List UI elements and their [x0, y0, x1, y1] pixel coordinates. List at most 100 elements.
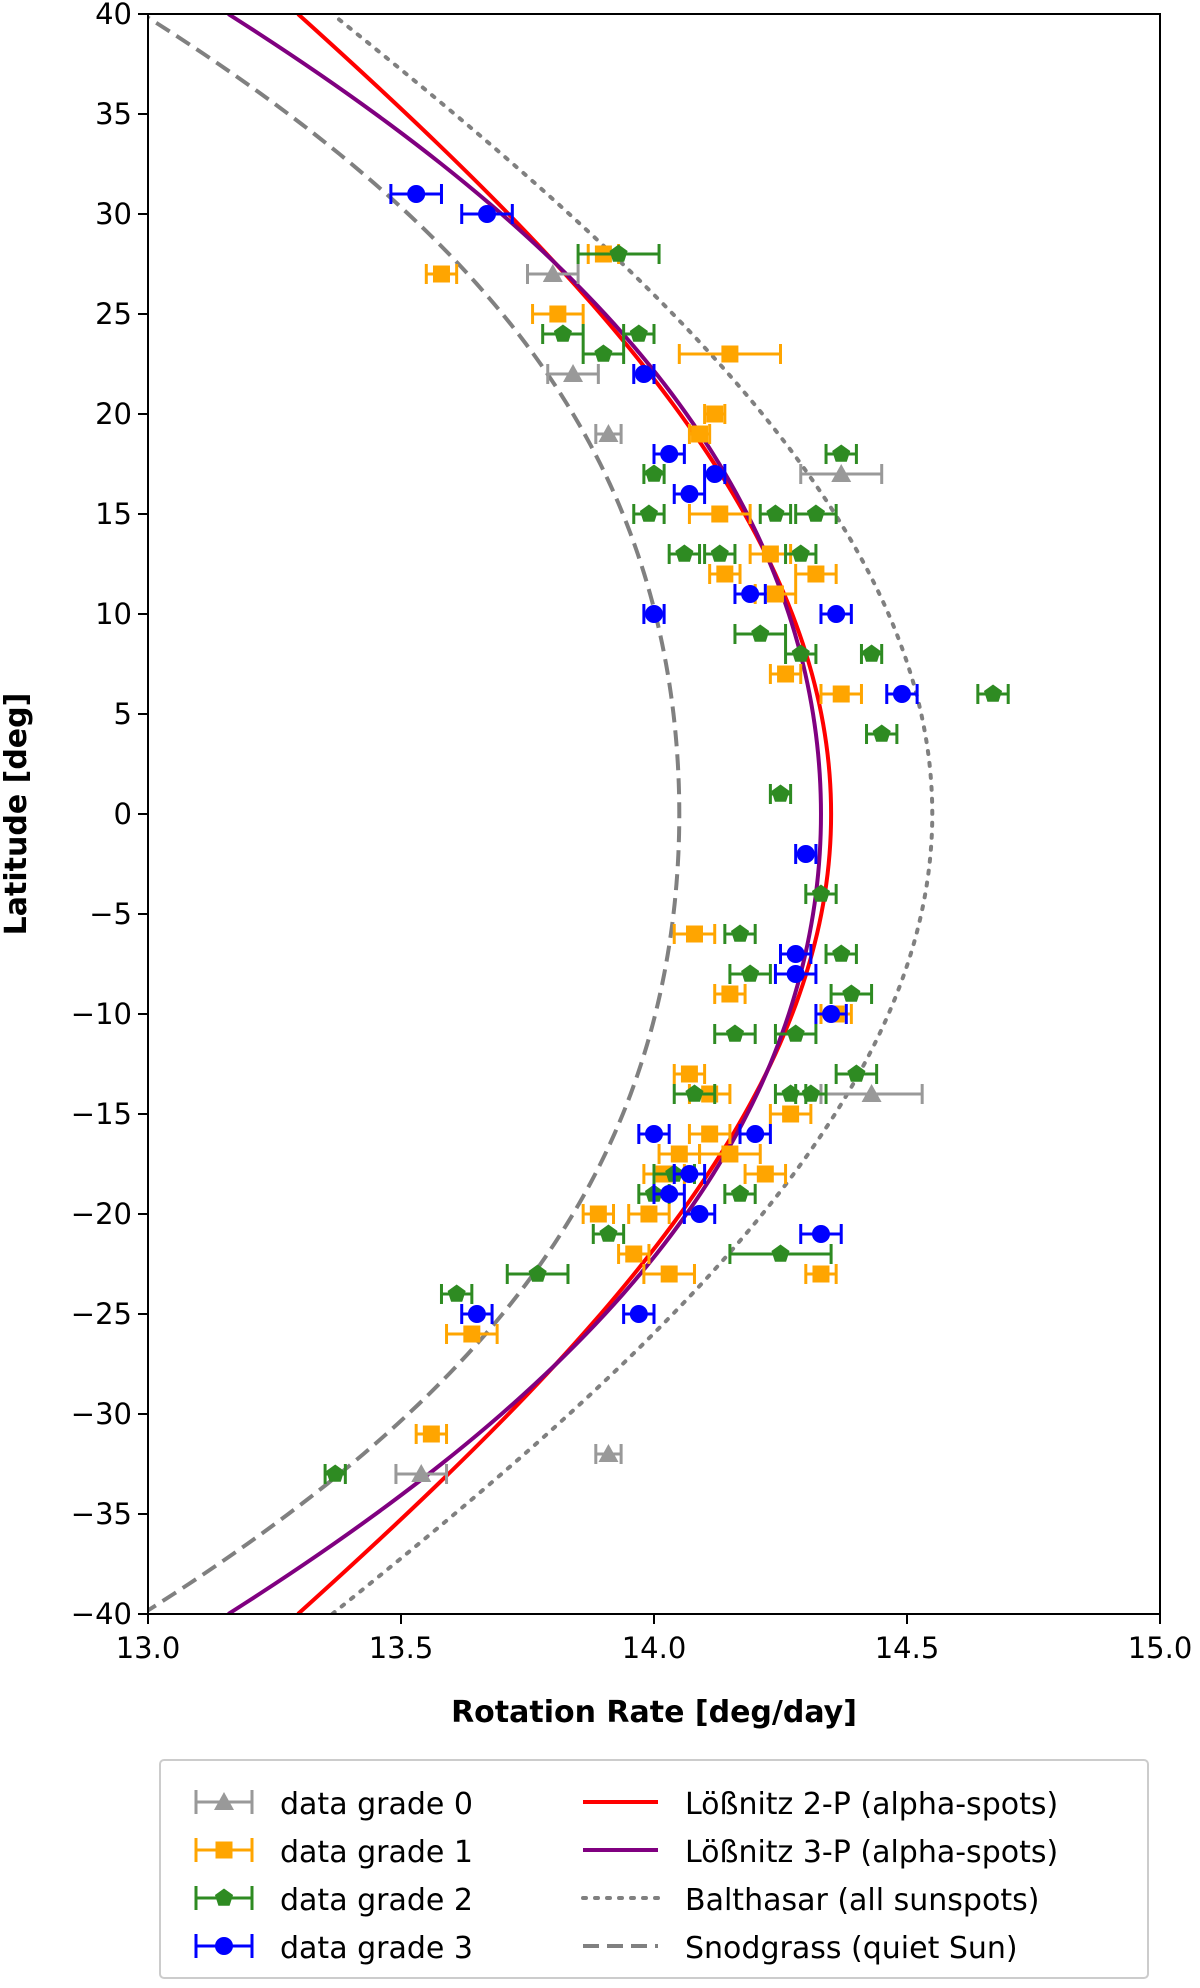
data-point: [784, 544, 818, 564]
curve-balthasar-all-sunspots: [330, 14, 935, 1614]
legend-label: Lößnitz 2-P (alpha-spots): [685, 1787, 1058, 1822]
pentagon-marker: [710, 544, 729, 562]
legend-label: data grade 0: [280, 1787, 473, 1822]
data-point: [779, 944, 813, 964]
data-point: [652, 444, 686, 464]
data-point: [713, 1024, 757, 1044]
data-point: [642, 604, 666, 624]
data-point: [505, 1264, 570, 1284]
data-point: [591, 1224, 626, 1244]
circle-marker: [660, 445, 679, 463]
data-point: [703, 464, 727, 484]
legend-triangle-marker: [214, 1792, 234, 1810]
series-data-grade-3: [389, 184, 919, 1324]
y-axis-title: Latitude [deg]: [0, 693, 34, 936]
data-point: [728, 964, 772, 984]
data-point: [723, 1184, 757, 1204]
y-tick-label: 25: [95, 297, 132, 331]
data-point: [824, 444, 858, 464]
data-point: [672, 924, 717, 944]
data-point: [445, 1324, 499, 1344]
square-marker: [761, 545, 779, 563]
square-marker: [685, 925, 703, 943]
circle-marker: [705, 465, 724, 483]
data-point: [799, 464, 884, 484]
triangle-marker: [598, 1444, 619, 1462]
data-point: [804, 884, 838, 904]
data-point: [581, 344, 626, 364]
square-marker: [463, 1325, 481, 1343]
data-point: [672, 1084, 717, 1104]
x-tick-label: 14.0: [622, 1631, 687, 1665]
legend-entry-data-grade-0: data grade 0: [194, 1787, 473, 1822]
data-point: [622, 1304, 656, 1324]
data-point: [323, 1464, 347, 1484]
data-point: [687, 424, 712, 444]
legend-entry-snodgrass-quiet-sun: Snodgrass (quiet Sun): [583, 1931, 1018, 1966]
data-point: [677, 344, 782, 364]
circle-marker: [690, 1205, 709, 1223]
square-marker: [716, 565, 734, 583]
data-point: [885, 684, 919, 704]
legend-label: Balthasar (all sunspots): [685, 1883, 1039, 1918]
circle-marker: [822, 1005, 841, 1023]
circle-marker: [827, 605, 846, 623]
data-point: [672, 1164, 707, 1184]
data-point: [814, 1004, 848, 1024]
pentagon-marker: [644, 464, 664, 482]
pentagon-marker: [447, 1284, 466, 1302]
circle-marker: [478, 205, 497, 223]
pentagon-marker: [751, 624, 770, 642]
y-tick-label: −40: [71, 1597, 132, 1631]
y-tick-label: −25: [71, 1297, 132, 1331]
x-tick-label: 13.0: [116, 1631, 181, 1665]
pentagon-marker: [629, 324, 648, 342]
pentagon-marker: [741, 964, 760, 982]
x-tick-label: 14.5: [875, 1631, 940, 1665]
x-tick-label: 13.5: [369, 1631, 434, 1665]
x-axis: 13.0 13.5 14.0 14.5 15.0: [116, 1614, 1192, 1665]
square-marker: [777, 665, 795, 683]
legend-entry-data-grade-1: data grade 1: [194, 1835, 473, 1870]
square-marker: [812, 1265, 830, 1283]
data-point: [733, 624, 788, 644]
y-tick-label: −30: [71, 1397, 132, 1431]
circle-marker: [467, 1305, 486, 1323]
data-point: [773, 1024, 818, 1044]
triangle-marker: [598, 424, 619, 442]
pentagon-marker: [675, 544, 694, 562]
data-point: [794, 844, 818, 864]
pentagon-marker: [847, 1064, 866, 1082]
data-point: [389, 184, 443, 204]
data-point: [652, 1184, 686, 1204]
square-marker: [680, 1065, 698, 1083]
pentagon-marker: [791, 644, 810, 662]
data-point: [657, 1144, 702, 1164]
circle-marker: [629, 1305, 648, 1323]
y-tick-label: 20: [95, 397, 132, 431]
data-point: [672, 484, 707, 504]
y-tick-label: −5: [89, 897, 132, 931]
pentagon-marker: [786, 1024, 805, 1042]
series-data-grade-2: [323, 244, 1010, 1484]
data-point: [460, 204, 514, 224]
square-marker: [721, 345, 739, 363]
pentagon-marker: [609, 244, 628, 262]
data-point: [733, 584, 767, 604]
data-point: [768, 664, 803, 684]
data-point: [784, 644, 818, 664]
triangle-marker: [831, 464, 852, 482]
data-points: [323, 184, 1010, 1484]
pentagon-marker: [806, 504, 825, 522]
y-tick-label: 40: [95, 0, 132, 31]
data-point: [642, 1264, 696, 1284]
pentagon-marker: [599, 1224, 618, 1242]
data-point: [394, 1464, 449, 1484]
y-tick-label: −15: [71, 1097, 132, 1131]
circle-marker: [746, 1125, 765, 1143]
plot-area: [147, 13, 1161, 1615]
square-marker: [625, 1245, 643, 1263]
curve-snodgrass-quiet-sun: [148, 15, 682, 1613]
pentagon-marker: [528, 1264, 547, 1282]
